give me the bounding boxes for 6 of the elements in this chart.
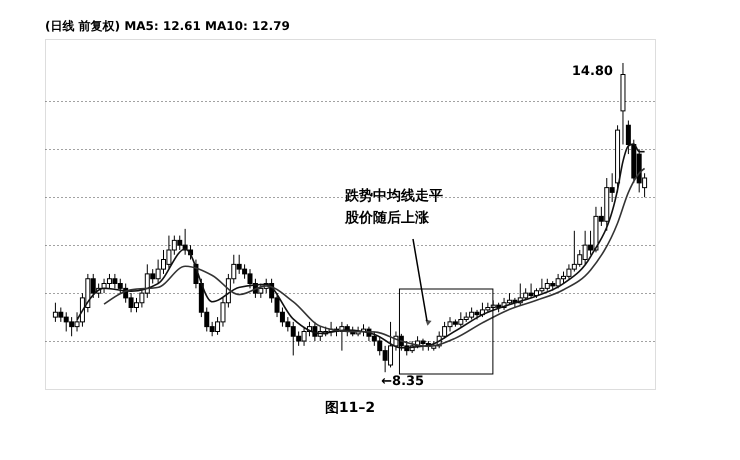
- annotation: ←8.35: [381, 374, 424, 390]
- annotation: 14.80: [572, 64, 613, 79]
- chart-title: (日线 前复权) MA5: 12.61 MA10: 12.79: [45, 19, 290, 33]
- caption: 图11–2: [324, 400, 376, 416]
- annotation: 跌势中均线走平股价随后上涨: [344, 188, 443, 226]
- candlestick: [626, 120, 631, 155]
